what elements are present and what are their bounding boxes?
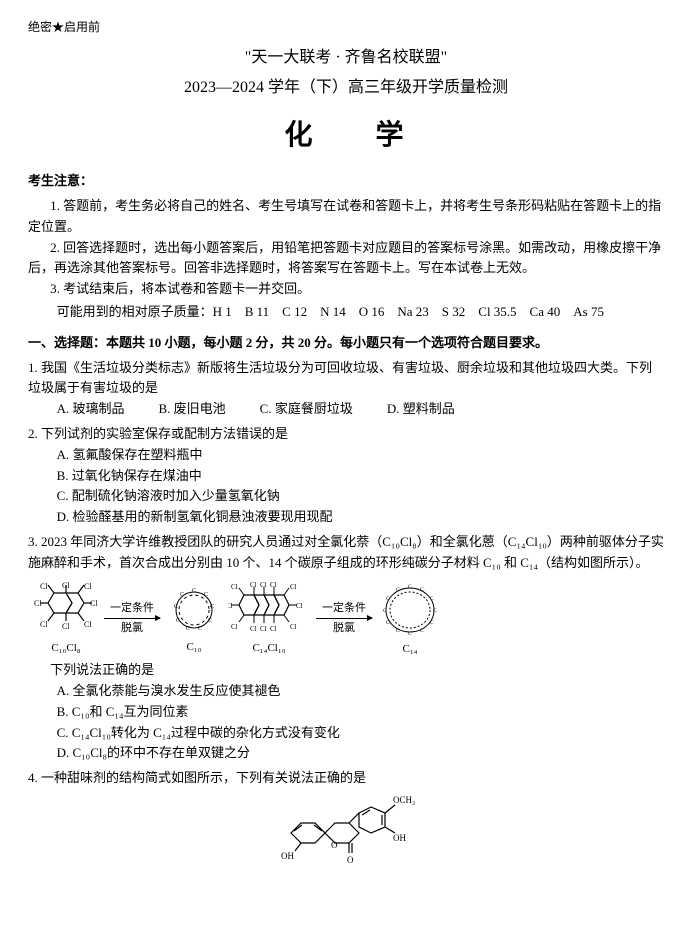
- svg-text:C: C: [210, 604, 214, 610]
- svg-text:Cl: Cl: [270, 581, 277, 589]
- question-3: 3. 2023 年同济大学许维教授团队的研究人员通过对全氯化萘（C₁₀Cl₈）和…: [28, 532, 664, 574]
- svg-text:Cl: Cl: [62, 622, 70, 631]
- mol3-label: C₁₄Cl₁₀: [252, 640, 285, 658]
- question-2: 2. 下列试剂的实验室保存或配制方法错误的是: [28, 424, 664, 445]
- svg-text:Cl: Cl: [231, 623, 238, 631]
- exam-series: "天一大联考 · 齐鲁名校联盟": [28, 45, 664, 71]
- q1-option-d: D. 塑料制品: [387, 399, 455, 420]
- question-4: 4. 一种甜味剂的结构简式如图所示，下列有关说法正确的是: [28, 768, 664, 789]
- question-1-options: A. 玻璃制品 B. 废旧电池 C. 家庭餐厨垃圾 D. 塑料制品: [28, 399, 664, 420]
- q3-option-b: B. C₁₀和 C₁₄互为同位素: [28, 702, 664, 723]
- arrow1-bot: 脱氯: [121, 620, 143, 638]
- q3-reaction-diagram: Cl Cl Cl Cl Cl Cl Cl Cl C₁₀Cl₈ 一定条件 脱氯 C…: [34, 580, 664, 659]
- atomic-mass-line: 可能用到的相对原子质量：H 1 B 11 C 12 N 14 O 16 Na 2…: [28, 302, 664, 323]
- svg-text:Cl: Cl: [260, 625, 267, 633]
- question-1: 1. 我国《生活垃圾分类标志》新版将生活垃圾分为可回收垃圾、有害垃圾、厨余垃圾和…: [28, 358, 664, 400]
- section-1-heading: 一、选择题：本题共 10 小题，每小题 2 分，共 20 分。每小题只有一个选项…: [28, 333, 664, 354]
- svg-text:O: O: [331, 840, 338, 850]
- q1-option-c: C. 家庭餐厨垃圾: [260, 399, 353, 420]
- exam-term: 2023—2024 学年（下）高三年级开学质量检测: [28, 75, 664, 101]
- q2-option-a: A. 氢氟酸保存在塑料瓶中: [28, 445, 664, 466]
- svg-text:Cl: Cl: [228, 602, 233, 610]
- svg-text:Cl: Cl: [290, 583, 297, 591]
- svg-text:C: C: [430, 596, 434, 602]
- svg-text:C: C: [396, 587, 400, 593]
- mol4-label: C₁₄: [402, 641, 417, 659]
- svg-text:C: C: [386, 620, 390, 626]
- notice-item-2: 2. 回答选择题时，选出每小题答案后，用铅笔把答题卡对应题目的答案标号涂黑。如需…: [28, 238, 664, 280]
- svg-text:C: C: [408, 584, 412, 590]
- molecule-c10: CCC CCC CCC C₁₀: [166, 582, 222, 657]
- svg-text:Cl: Cl: [62, 581, 70, 590]
- svg-text:C: C: [198, 626, 202, 632]
- svg-text:Cl: Cl: [84, 582, 92, 591]
- molecule-c14cl10: ClClClClCl ClCl ClClClClCl C₁₄Cl₁₀: [228, 581, 310, 658]
- q3-option-c: C. C₁₄Cl₁₀转化为 C₁₄过程中碳的杂化方式没有变化: [28, 723, 664, 744]
- notice-item-1: 1. 答题前，考生务必将自己的姓名、考生号填写在试卷和答题卡上，并将考生号条形码…: [28, 196, 664, 238]
- confidential-mark: 绝密★启用前: [28, 18, 664, 37]
- svg-text:C: C: [204, 592, 208, 598]
- svg-text:Cl: Cl: [34, 599, 42, 608]
- arrow-2: 一定条件 脱氯: [316, 600, 372, 638]
- svg-text:C: C: [208, 618, 212, 624]
- arrow2-top: 一定条件: [322, 600, 366, 618]
- svg-text:C: C: [192, 588, 196, 594]
- arrow1-top: 一定条件: [110, 600, 154, 618]
- molecule-c14: CCCC CCCC CCCC C₁₄: [378, 580, 442, 659]
- svg-text:C: C: [420, 587, 424, 593]
- molecule-c10cl8: Cl Cl Cl Cl Cl Cl Cl Cl C₁₀Cl₈: [34, 581, 98, 658]
- q2-option-d: D. 检验醛基用的新制氢氧化铜悬浊液要现用现配: [28, 507, 664, 528]
- atomic-mass-label: 可能用到的相对原子质量：: [57, 304, 213, 319]
- svg-text:C: C: [174, 604, 178, 610]
- notice-heading: 考生注意：: [28, 171, 664, 192]
- svg-text:C: C: [396, 628, 400, 634]
- svg-text:Cl: Cl: [40, 620, 48, 629]
- svg-text:Cl: Cl: [231, 583, 238, 591]
- svg-text:C: C: [176, 618, 180, 624]
- svg-text:OCH₃: OCH₃: [393, 795, 415, 805]
- svg-text:C: C: [186, 626, 190, 632]
- subject-title: 化 学: [52, 114, 664, 159]
- svg-text:Cl: Cl: [90, 599, 98, 608]
- notice-item-3: 3. 考试结束后，将本试卷和答题卡一并交回。: [28, 279, 664, 300]
- arrow2-bot: 脱氯: [333, 620, 355, 638]
- svg-text:O: O: [347, 855, 354, 865]
- svg-text:OH: OH: [393, 833, 406, 843]
- q3-tail: 下列说法正确的是: [28, 660, 664, 681]
- q2-option-b: B. 过氧化钠保存在煤油中: [28, 466, 664, 487]
- svg-text:Cl: Cl: [40, 582, 48, 591]
- svg-text:C: C: [408, 631, 412, 637]
- q4-structure: O O OH OCH₃ OH: [28, 793, 664, 871]
- svg-text:Cl: Cl: [296, 602, 303, 610]
- svg-text:C: C: [420, 628, 424, 634]
- svg-text:Cl: Cl: [290, 623, 297, 631]
- q1-option-b: B. 废旧电池: [158, 399, 225, 420]
- svg-text:Cl: Cl: [250, 625, 257, 633]
- q2-option-c: C. 配制硫化钠溶液时加入少量氢氧化钠: [28, 486, 664, 507]
- svg-text:OH: OH: [281, 851, 294, 861]
- svg-text:C: C: [430, 620, 434, 626]
- mol1-label: C₁₀Cl₈: [51, 640, 80, 658]
- svg-text:Cl: Cl: [260, 581, 267, 589]
- q3-option-d: D. C₁₀Cl₈的环中不存在单双键之分: [28, 743, 664, 764]
- svg-text:C: C: [386, 596, 390, 602]
- q1-option-a: A. 玻璃制品: [57, 399, 125, 420]
- q3-option-a: A. 全氯化萘能与溴水发生反应使其褪色: [28, 681, 664, 702]
- mol2-label: C₁₀: [186, 639, 201, 657]
- svg-text:Cl: Cl: [250, 581, 257, 589]
- svg-text:C: C: [433, 608, 437, 614]
- arrow-1: 一定条件 脱氯: [104, 600, 160, 638]
- svg-text:C: C: [180, 592, 184, 598]
- svg-text:Cl: Cl: [84, 620, 92, 629]
- svg-text:Cl: Cl: [270, 625, 277, 633]
- atomic-mass-values: H 1 B 11 C 12 N 14 O 16 Na 23 S 32 Cl 35…: [213, 304, 604, 319]
- svg-text:C: C: [383, 608, 387, 614]
